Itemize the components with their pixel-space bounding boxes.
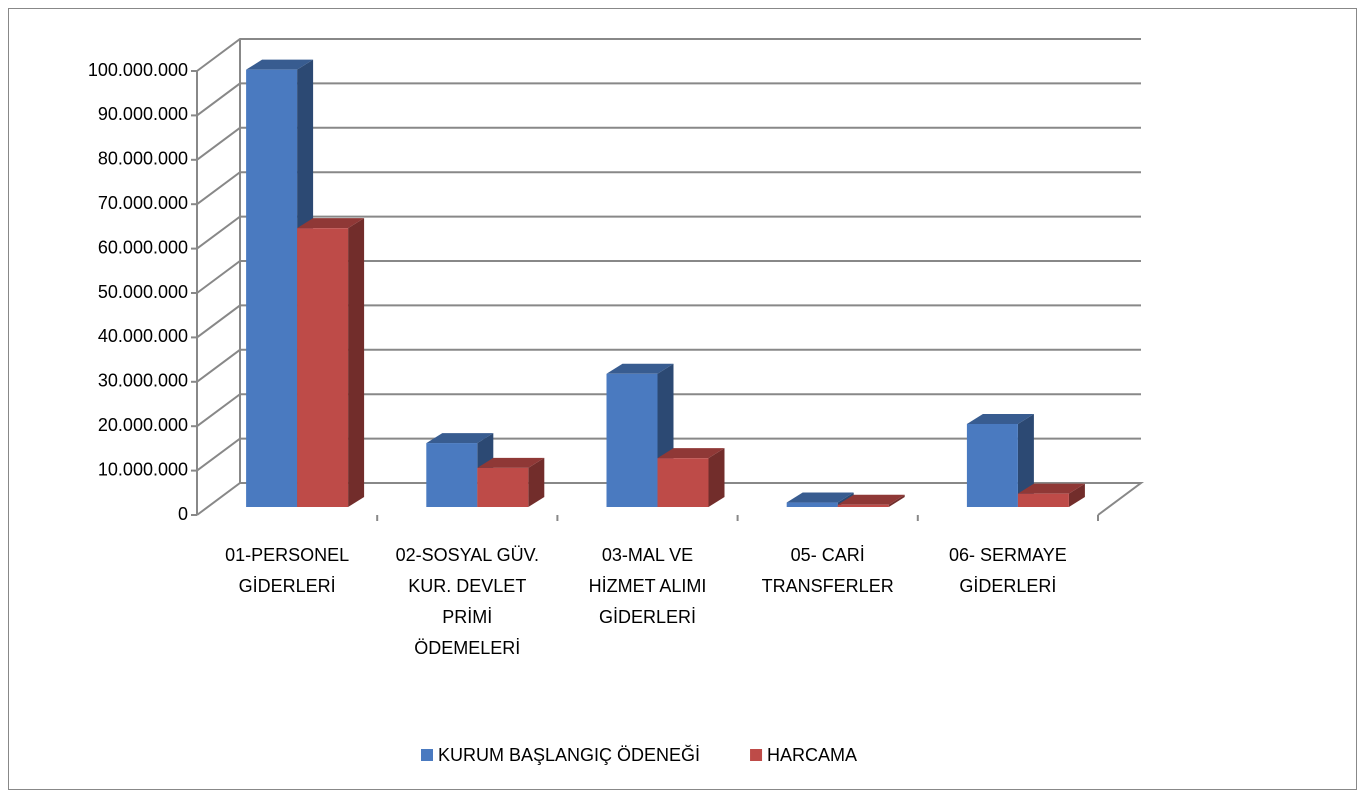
bar-side bbox=[1068, 483, 1085, 507]
bar-top bbox=[837, 494, 905, 505]
bar bbox=[477, 457, 545, 507]
bar-front bbox=[1017, 493, 1069, 507]
y-tick-label: 70.000.000 bbox=[98, 193, 188, 213]
legend-label: KURUM BAŞLANGIÇ ÖDENEĞİ bbox=[438, 744, 700, 765]
x-tick-label: 03-MAL VE HİZMET ALIMI GİDERLERİ bbox=[588, 545, 707, 627]
bar-front bbox=[297, 228, 349, 507]
bar-front bbox=[477, 467, 529, 507]
bar-top bbox=[786, 492, 854, 503]
x-tick-label: 06- SERMAYE GİDERLERİ bbox=[949, 545, 1067, 596]
bar-front bbox=[606, 373, 658, 507]
legend-label: HARCAMA bbox=[767, 745, 857, 765]
bar-front bbox=[426, 443, 478, 507]
bar bbox=[837, 494, 905, 507]
bar-top bbox=[606, 363, 674, 374]
bar-side bbox=[1017, 413, 1034, 507]
bar-top bbox=[426, 433, 494, 444]
x-tick-label: 02-SOSYAL GÜV. KUR. DEVLET PRİMİ ÖDEMELE… bbox=[395, 545, 539, 658]
legend-swatch bbox=[421, 749, 433, 761]
y-tick-label: 90.000.000 bbox=[98, 104, 188, 124]
y-tick-label: 20.000.000 bbox=[98, 415, 188, 435]
bar-top bbox=[477, 457, 545, 468]
x-tick-label: 05- CARİ TRANSFERLER bbox=[761, 545, 894, 596]
bar bbox=[966, 413, 1034, 507]
bar-side bbox=[528, 457, 545, 507]
y-tick-label: 10.000.000 bbox=[98, 459, 188, 479]
bar-side bbox=[708, 448, 725, 507]
bar bbox=[657, 448, 725, 507]
bar-top bbox=[966, 413, 1034, 424]
y-tick-label: 50.000.000 bbox=[98, 282, 188, 302]
y-tick-label: 40.000.000 bbox=[98, 326, 188, 346]
bar-top bbox=[246, 59, 314, 70]
bar-top bbox=[657, 448, 725, 459]
bar-front bbox=[246, 69, 298, 507]
bar-front bbox=[786, 502, 838, 507]
y-tick-label: 80.000.000 bbox=[98, 149, 188, 169]
y-tick-label: 0 bbox=[178, 504, 188, 524]
chart-border bbox=[8, 8, 1357, 790]
bar-top bbox=[1017, 483, 1085, 494]
bar-front bbox=[837, 504, 889, 507]
y-tick-label: 30.000.000 bbox=[98, 371, 188, 391]
y-tick-label: 100.000.000 bbox=[88, 60, 188, 80]
bar bbox=[297, 218, 365, 507]
bar bbox=[1017, 483, 1085, 507]
bar-side bbox=[348, 218, 365, 507]
bar-top bbox=[297, 218, 365, 229]
bar-front bbox=[966, 423, 1018, 507]
x-tick-label: 01-PERSONEL GİDERLERİ bbox=[225, 545, 350, 596]
legend-swatch bbox=[750, 749, 763, 761]
bar-front bbox=[657, 458, 709, 507]
y-tick-label: 60.000.000 bbox=[98, 237, 188, 257]
bar-side bbox=[888, 494, 905, 507]
